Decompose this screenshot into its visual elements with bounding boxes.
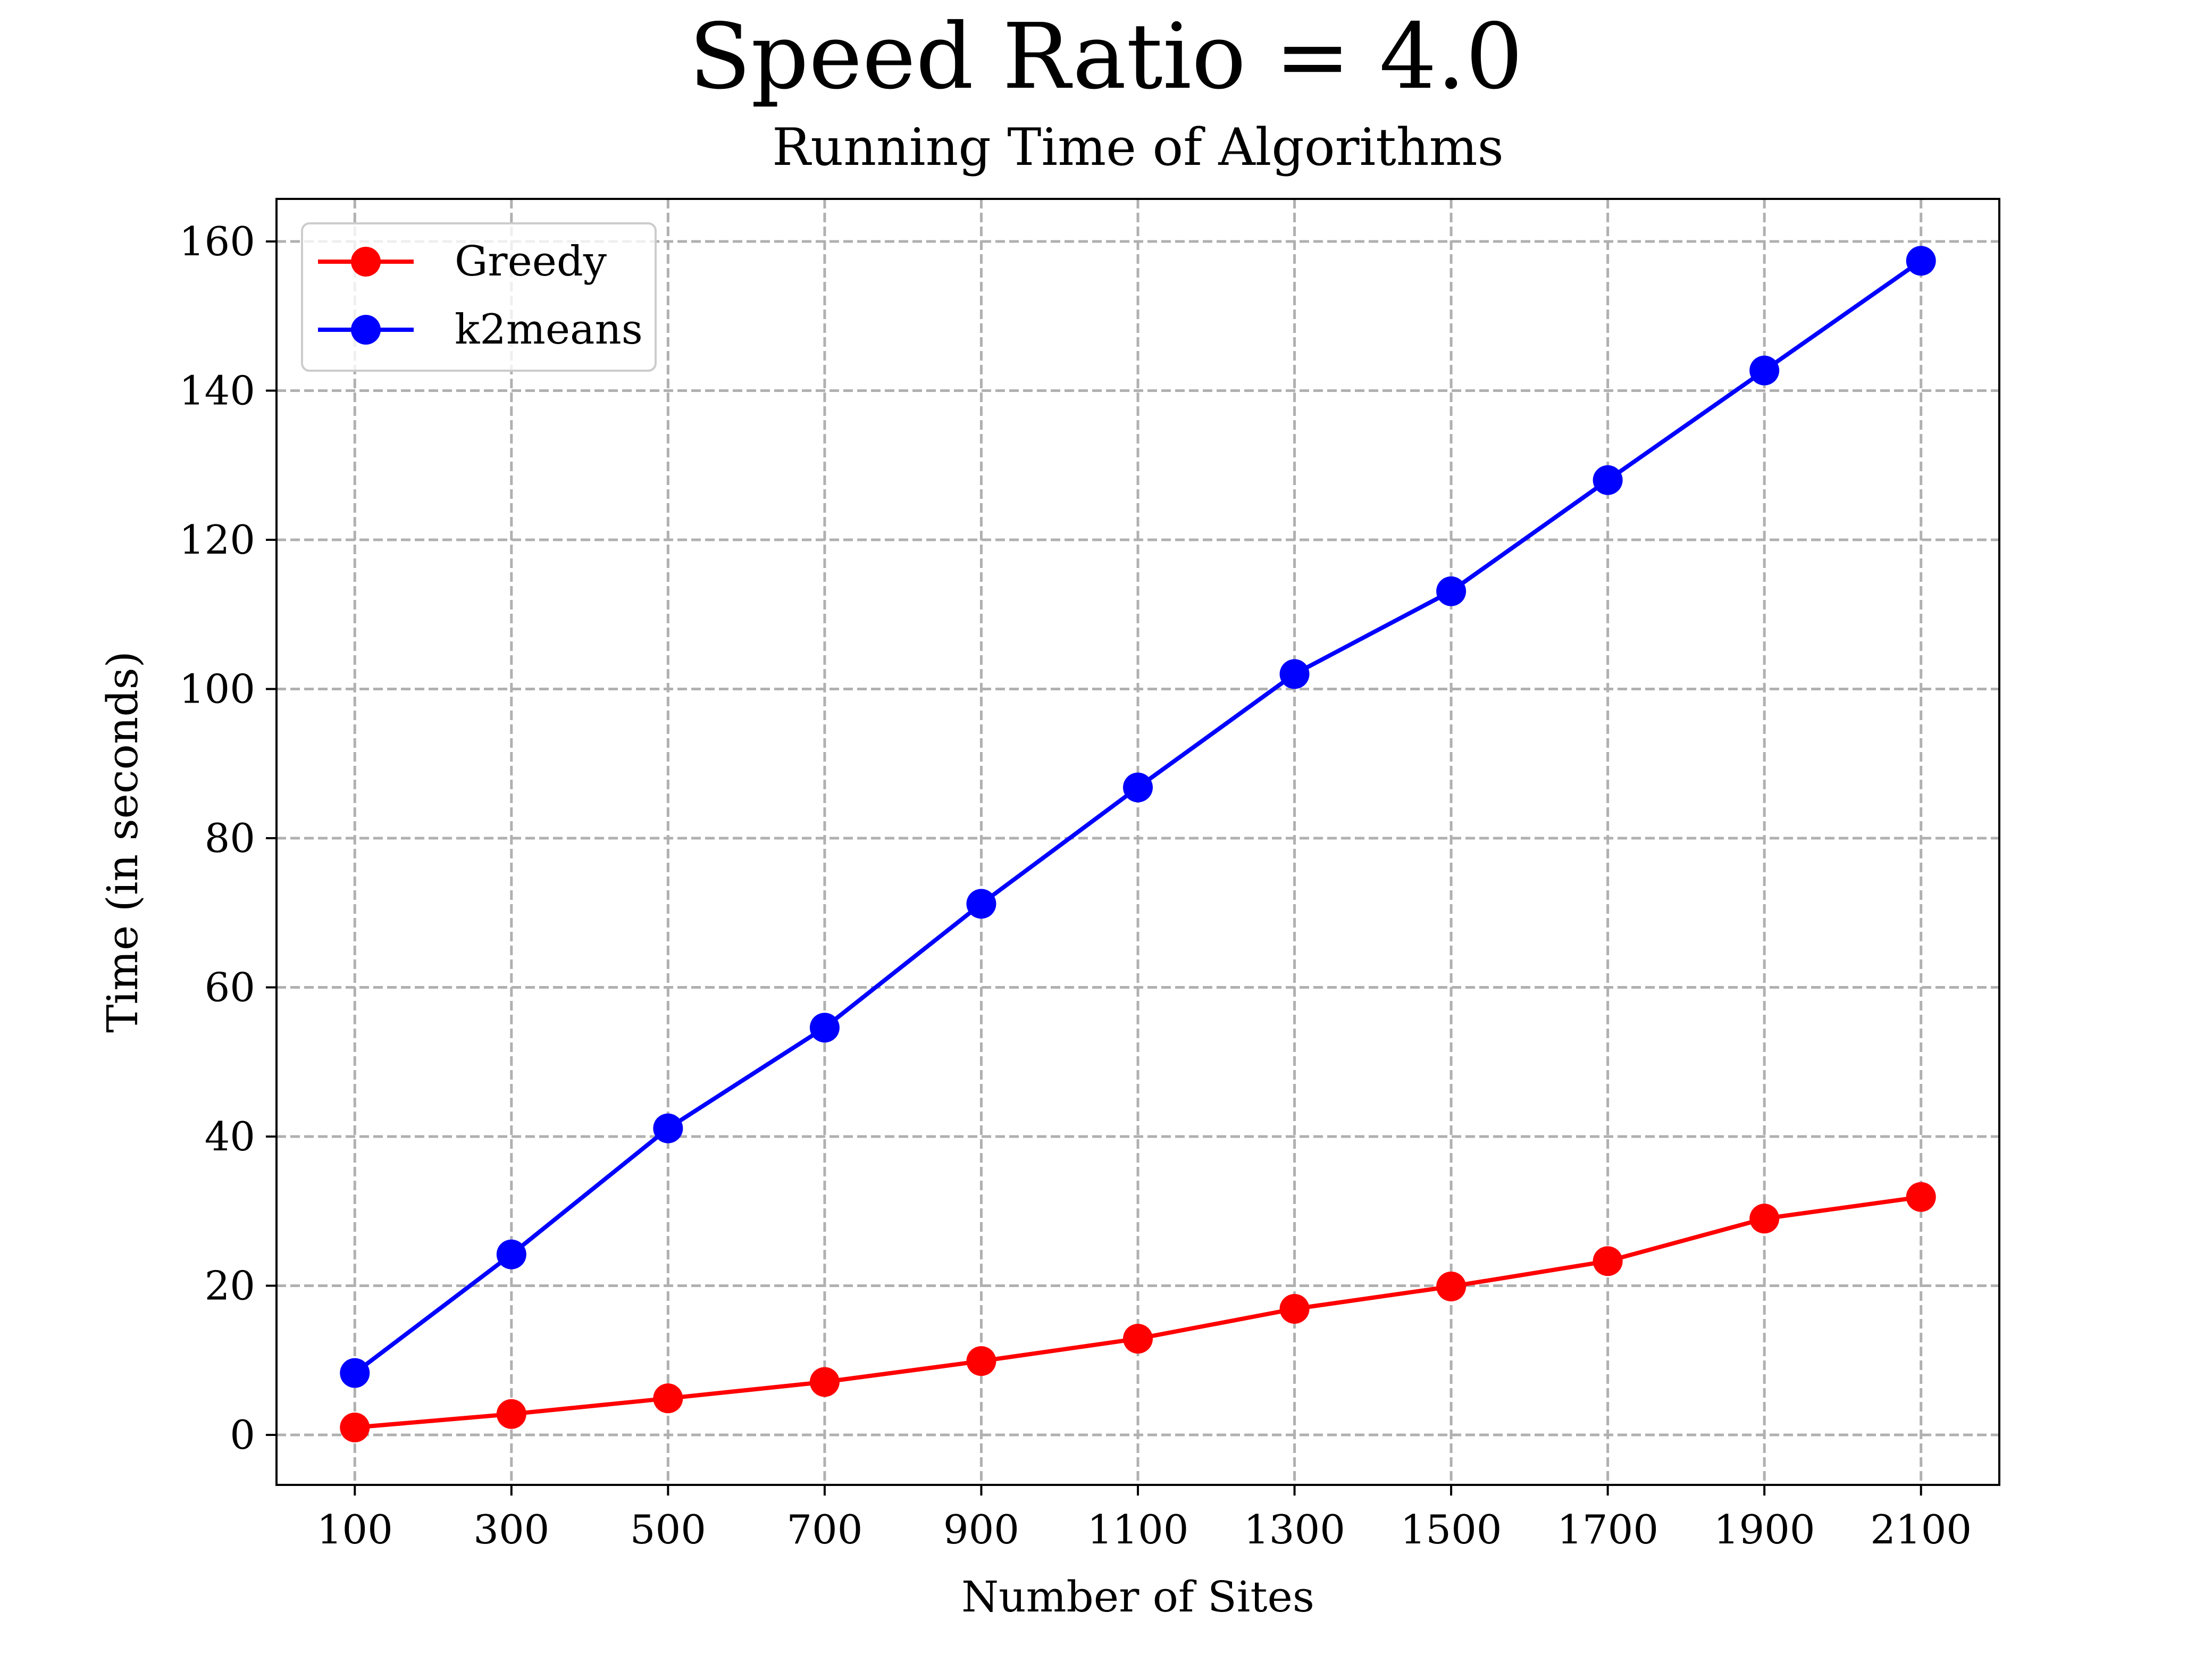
x-tick-label: 1700: [1557, 1506, 1658, 1553]
y-tick-label: 100: [179, 665, 255, 712]
x-tick-label: 700: [786, 1506, 862, 1553]
series-greedy-point: [1436, 1271, 1467, 1301]
series-greedy-point: [1123, 1324, 1153, 1354]
x-tick-label: 300: [473, 1506, 549, 1553]
series-greedy-point: [1279, 1293, 1310, 1324]
series-k2means-point: [966, 889, 996, 919]
y-tick-label: 80: [205, 815, 255, 862]
y-tick-label: 160: [179, 218, 255, 265]
series-greedy-point: [1749, 1204, 1780, 1234]
series-greedy-point: [1593, 1246, 1623, 1276]
series-greedy-point: [496, 1399, 526, 1429]
series-k2means-point: [653, 1113, 683, 1143]
x-tick-label: 900: [943, 1506, 1019, 1553]
series-k2means-point: [1279, 659, 1310, 689]
x-tick-label: 500: [630, 1506, 706, 1553]
series-greedy-point: [653, 1383, 683, 1414]
series-k2means-point: [1906, 246, 1936, 276]
chart-suptitle: Speed Ratio = 4.0: [689, 4, 1523, 110]
series-k2means-point: [1593, 465, 1623, 495]
axis-ticks: 100 300 500 700 900 1100 1300 1500 1700 1900 2100 0…: [179, 218, 1972, 1553]
series-k2means-point: [1123, 772, 1153, 803]
y-tick-label: 120: [179, 516, 255, 563]
legend-k2means-label: k2means: [455, 306, 643, 354]
y-tick-label: 140: [179, 367, 255, 414]
legend: Greedy k2means: [301, 222, 657, 372]
x-tick-label: 100: [317, 1506, 393, 1553]
series-k2means-point: [340, 1358, 370, 1388]
series-greedy-point: [340, 1413, 370, 1443]
y-tick-label: 40: [205, 1113, 255, 1160]
x-tick-label: 1300: [1244, 1506, 1345, 1553]
series-k2means-point: [809, 1013, 840, 1043]
series-k2means-point: [496, 1239, 526, 1270]
x-tick-label: 1100: [1087, 1506, 1189, 1553]
y-tick-label: 60: [205, 964, 255, 1010]
series-greedy-point: [966, 1346, 996, 1376]
series-greedy-point: [809, 1367, 840, 1397]
y-tick-label: 20: [205, 1263, 255, 1309]
grid-lines: [276, 199, 1999, 1485]
series-greedy-point: [1906, 1182, 1936, 1212]
legend-k2means-marker: [351, 315, 381, 345]
x-axis-label: Number of Sites: [961, 1572, 1314, 1622]
x-tick-label: 2100: [1870, 1506, 1972, 1553]
x-tick-label: 1500: [1401, 1506, 1502, 1553]
series-layer: [340, 246, 1936, 1443]
series-k2means-point: [1436, 576, 1467, 606]
y-tick-label: 0: [230, 1412, 255, 1458]
y-axis-label: Time (in seconds): [98, 651, 147, 1033]
legend-greedy-label: Greedy: [455, 238, 607, 286]
x-tick-label: 1900: [1714, 1506, 1815, 1553]
chart-title: Running Time of Algorithms: [772, 118, 1504, 177]
series-k2means-point: [1749, 355, 1780, 386]
legend-greedy-marker: [351, 247, 381, 277]
